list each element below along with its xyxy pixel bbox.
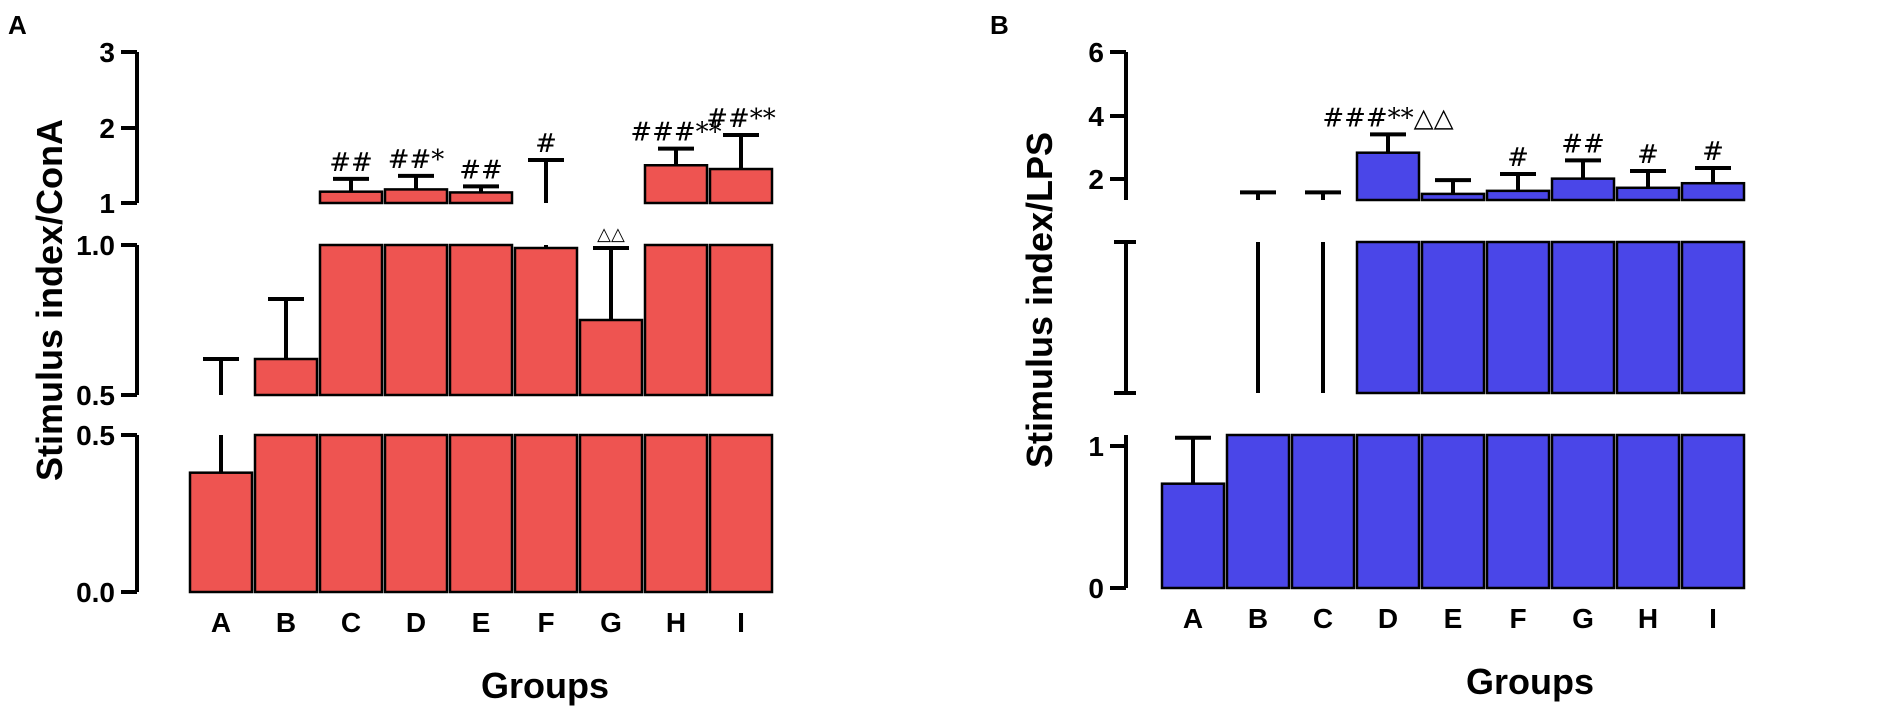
panel-b-bar-g: [1550, 240, 1616, 395]
panel-a-y-tick-label: 0.5: [76, 380, 115, 411]
panel-a-category-label-d: D: [406, 607, 426, 638]
panel-b-category-label-f: F: [1509, 603, 1526, 634]
panel-a-bar-a: [188, 471, 254, 594]
panel-b-bar-h: [1615, 186, 1681, 202]
panel-a-bar-c: [318, 243, 384, 397]
panel-a-annotation-h: ###**: [630, 118, 721, 148]
panel-b-bar-a: [1160, 482, 1226, 590]
panel-b-annotation-g: ##: [1561, 129, 1605, 159]
panel-a-bar-i: [708, 433, 774, 594]
panel-b-bar-g: [1550, 177, 1616, 202]
panel-b-category-label-c: C: [1313, 603, 1333, 634]
panel-a-category-label-a: A: [211, 607, 231, 638]
panel-b-annotation-f: #: [1507, 143, 1529, 173]
panel-b-annotation-d: ###**△△: [1322, 103, 1453, 133]
panel-b-y-tick-label: 6: [1088, 37, 1104, 68]
panel-b-bar-i: [1680, 181, 1746, 202]
panel-b-bar-i: [1680, 433, 1746, 590]
panel-a-bar-h: [643, 164, 709, 205]
panel-a-bar-f: [513, 246, 579, 397]
panel-b-ylabel: Stimulus index/LPS: [1019, 132, 1060, 468]
panel-b-annotation-i: #: [1702, 137, 1724, 167]
panel-a-annotation-g: △△: [597, 224, 625, 245]
panel-b-bar-g: [1550, 433, 1616, 590]
panel-a-bar-d: [383, 188, 449, 205]
panel-b-letter: B: [990, 10, 1009, 40]
panel-a-category-label-e: E: [472, 607, 491, 638]
panel-b-bar-d: [1355, 433, 1421, 590]
panel-b-annotation-h: #: [1637, 140, 1659, 170]
panel-a-bar-c: [318, 433, 384, 594]
panel-a-annotation-e: ##: [459, 155, 503, 185]
panel-b-category-label-e: E: [1444, 603, 1463, 634]
panel-a-xlabel: Groups: [481, 665, 609, 706]
panel-a-y-tick-label: 1: [99, 188, 115, 219]
panel-b-bar-h: [1615, 240, 1681, 395]
panel-a-bar-e: [448, 191, 514, 205]
panel-a-annotation-c: ##: [329, 148, 373, 178]
panel-b-y-tick-label: 4: [1088, 101, 1104, 132]
panel-a-bar-i: [708, 167, 774, 205]
panel-b-category-label-d: D: [1378, 603, 1398, 634]
panel-b-bar-e: [1420, 192, 1486, 202]
panel-b-bar-e: [1420, 240, 1486, 395]
panel-a-annotation-f: #: [535, 129, 557, 159]
panel-a-category-label-b: B: [276, 607, 296, 638]
panel-b-bar-i: [1680, 240, 1746, 395]
panel-b-chart: 0 1 2 4 6 A B C D ###**△△ E F # G ## H # I #: [1088, 37, 1746, 634]
panel-a-y-tick-label: 0.5: [76, 420, 115, 451]
panel-a-bar-g: [578, 433, 644, 594]
panel-a-bar-b: [253, 433, 319, 594]
panel-a-bar-d: [383, 433, 449, 594]
panel-b-bar-d: [1355, 240, 1421, 395]
panel-b-bar-b: [1225, 433, 1291, 590]
panel-a-bar-f: [513, 433, 579, 594]
panel-b-bar-f: [1485, 189, 1551, 202]
panel-a-category-label-c: C: [341, 607, 361, 638]
panel-b-category-label-i: I: [1709, 603, 1717, 634]
panel-b-bar-c: [1290, 433, 1356, 590]
panel-a-letter: A: [8, 10, 27, 40]
panel-a-y-tick-label: 0.0: [76, 577, 115, 608]
panel-b-category-label-g: G: [1572, 603, 1594, 634]
panel-a-bar-e: [448, 243, 514, 397]
panel-a-y-tick-label: 1.0: [76, 230, 115, 261]
panel-a-bar-b: [253, 357, 319, 397]
panel-b-bar-e: [1420, 433, 1486, 590]
panel-a-y-tick-label: 3: [99, 37, 115, 68]
panel-b-y-tick-label: 0: [1088, 573, 1104, 604]
panel-a-category-label-h: H: [666, 607, 686, 638]
panel-a-bar-d: [383, 243, 449, 397]
panel-b-bar-d: [1355, 151, 1421, 202]
panel-a-category-label-i: I: [737, 607, 745, 638]
panel-b-category-label-b: B: [1248, 603, 1268, 634]
panel-a-bar-e: [448, 433, 514, 594]
panel-a-annotation-d: ##*: [388, 145, 445, 175]
panel-a-category-label-g: G: [600, 607, 622, 638]
panel-b-xlabel: Groups: [1466, 661, 1594, 702]
panel-b-bar-h: [1615, 433, 1681, 590]
panel-a-bar-h: [643, 433, 709, 594]
panel-b-category-label-a: A: [1183, 603, 1203, 634]
panel-a-bar-i: [708, 243, 774, 397]
panel-a-ylabel: Stimulus index/ConA: [29, 119, 70, 481]
panel-b-y-tick-label: 1: [1088, 431, 1104, 462]
panel-a-chart: 0.0 0.5 0.5 1.0 1 2 3 A B C ## D ##* E ## F # G △△ H ###** I #…: [76, 37, 776, 638]
panel-a-bar-h: [643, 243, 709, 397]
panel-a-bar-c: [318, 190, 384, 205]
panel-a-annotation-i: ##**: [706, 104, 776, 134]
panel-a-category-label-f: F: [537, 607, 554, 638]
panel-a-y-tick-label: 2: [99, 113, 115, 144]
panel-b-category-label-h: H: [1638, 603, 1658, 634]
panel-b-bar-f: [1485, 240, 1551, 395]
panel-b-y-tick-label: 2: [1088, 164, 1104, 195]
panel-a-bar-g: [578, 318, 644, 397]
panel-b-bar-f: [1485, 433, 1551, 590]
